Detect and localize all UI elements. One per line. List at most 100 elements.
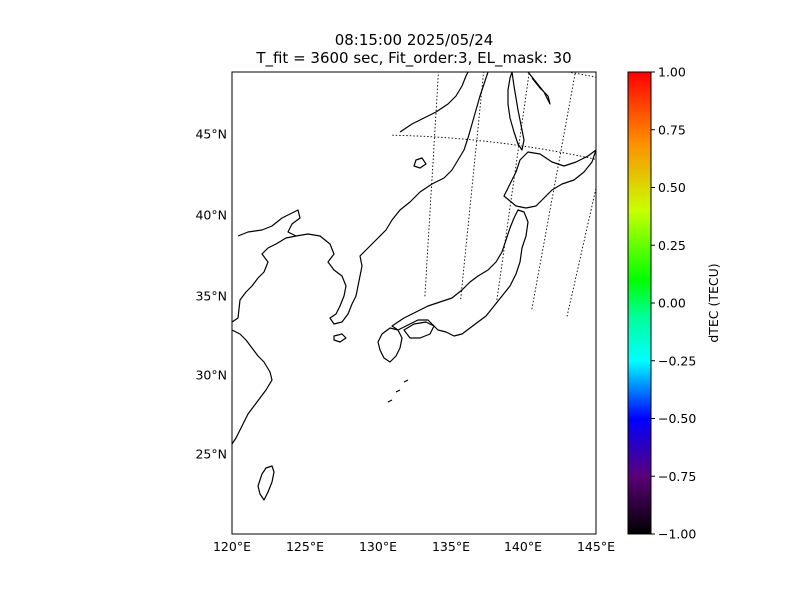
map-area xyxy=(231,0,669,535)
dtec-pixel xyxy=(574,21,584,31)
lon-tick-label: 130°E xyxy=(359,539,397,554)
lat-tick-label: 40°N xyxy=(195,208,227,223)
dtec-pixel xyxy=(613,15,625,27)
dtec-pixel xyxy=(618,41,628,51)
dtec-pixel xyxy=(655,45,667,57)
dtec-pixel xyxy=(610,56,620,66)
coastline-taiwan xyxy=(257,465,275,501)
dtec-pixel xyxy=(641,46,651,56)
dtec-pixel xyxy=(634,36,644,46)
dtec-pixel xyxy=(633,61,643,71)
parallel-line xyxy=(392,134,596,160)
dtec-pixel xyxy=(622,20,634,32)
meridian-line xyxy=(531,72,576,311)
dtec-pixel xyxy=(602,136,612,146)
lon-tick-label: 140°E xyxy=(504,539,542,554)
dtec-pixel xyxy=(615,151,627,163)
coastline-hokkaido xyxy=(503,149,596,209)
dtec-pixel xyxy=(605,9,617,21)
dtec-pixel xyxy=(618,21,628,31)
dtec-pixel xyxy=(584,13,596,25)
colorbar-tick-label: −0.25 xyxy=(658,353,696,368)
graticule-layer xyxy=(392,72,596,318)
lat-tick-label: 25°N xyxy=(195,447,227,462)
dtec-pixel xyxy=(607,113,617,123)
dtec-pixel xyxy=(640,30,650,40)
dtec-pixel xyxy=(634,0,644,2)
coastline-sado xyxy=(413,157,427,169)
dtec-pixel xyxy=(560,18,570,28)
dtec-pixel xyxy=(564,0,574,8)
dtec-pixel xyxy=(614,35,626,47)
chart-title-line-2: T_fit = 3600 sec, Fit_order:3, EL_mask: … xyxy=(256,49,572,67)
dtec-pixel xyxy=(628,14,640,26)
colorbar-ticks: 1.00 0.75 0.50 0.25 0.00 −0.25 −0.50 −0.75 −1.00 xyxy=(651,65,696,542)
dtec-pixel xyxy=(588,0,600,6)
dtec-pixel xyxy=(637,40,649,52)
dtec-pixel xyxy=(618,66,628,76)
lon-tick-label: 145°E xyxy=(577,539,615,554)
dtec-pixel xyxy=(535,0,545,3)
dtec-pixel xyxy=(636,24,648,36)
dtec-pixel xyxy=(659,51,669,61)
latitude-tick-labels: 25°N 30°N 35°N 40°N 45°N xyxy=(195,127,227,462)
dtec-pixel xyxy=(608,0,618,8)
lat-tick-label: 30°N xyxy=(195,368,227,383)
dtec-pixel xyxy=(524,0,536,7)
dtec-pixel xyxy=(602,71,612,81)
coastline-shikoku xyxy=(403,321,435,339)
dtec-pixel xyxy=(616,126,628,138)
dtec-pixel xyxy=(603,107,615,119)
lon-tick-label: 125°E xyxy=(286,539,324,554)
coastline-jeju xyxy=(333,333,347,343)
dtec-pixel xyxy=(638,0,650,3)
coastline-kyushu xyxy=(377,327,403,363)
dtec-pixel xyxy=(554,0,564,6)
meridian-line xyxy=(495,72,530,305)
colorbar-tick-label: −0.75 xyxy=(658,469,696,484)
coastline-sakhalin xyxy=(507,72,525,151)
dtec-pixel xyxy=(643,0,653,7)
dtec-pixel xyxy=(644,55,654,65)
coastline-ryukyu xyxy=(387,379,409,403)
colorbar: 1.00 0.75 0.50 0.25 0.00 −0.25 −0.50 −0.75 −1.00… xyxy=(627,65,721,542)
dtec-pixel xyxy=(628,55,640,67)
dtec-pixel xyxy=(606,30,616,40)
meridian-line xyxy=(424,72,439,298)
dtec-pixel xyxy=(597,25,607,35)
dtec-pixel xyxy=(558,0,570,4)
lat-tick-label: 35°N xyxy=(195,289,227,304)
colorbar-tick-label: 0.50 xyxy=(658,180,686,195)
dtec-pixel xyxy=(604,33,616,45)
dtec-pixel xyxy=(593,0,603,10)
dtec-pixel xyxy=(616,8,626,18)
coastline-russia-east-2 xyxy=(527,72,551,105)
dtec-pixel xyxy=(609,117,621,129)
coastline-layer xyxy=(232,72,596,501)
coastline-china-south xyxy=(232,329,273,445)
colorbar-gradient xyxy=(627,71,652,535)
dtec-pixel xyxy=(613,60,625,72)
dtec-pixel xyxy=(614,122,624,132)
dtec-pixel xyxy=(659,34,669,44)
meridian-line xyxy=(460,72,485,301)
dtec-pixel xyxy=(598,65,610,77)
dtec-pixel xyxy=(612,84,624,96)
dtec-pixel xyxy=(619,157,629,167)
dtec-pixel xyxy=(654,28,666,40)
dtec-pixel xyxy=(619,8,631,20)
meridian-line xyxy=(566,186,596,318)
colorbar-tick-label: 1.00 xyxy=(658,65,686,80)
coastline-bohai xyxy=(237,209,301,237)
dtec-pixel xyxy=(611,2,623,14)
dtec-pixel xyxy=(593,19,605,31)
chart-title-line-1: 08:15:00 2025/05/24 xyxy=(334,31,494,49)
dtec-pixel xyxy=(646,1,658,13)
colorbar-tick-label: 0.25 xyxy=(658,238,686,253)
colorbar-tick-label: −0.50 xyxy=(658,411,696,426)
dtec-pixel xyxy=(595,36,605,46)
dtec-pixel xyxy=(597,130,609,142)
dtec-pixel xyxy=(549,0,561,2)
dtec-pixel xyxy=(581,9,591,19)
